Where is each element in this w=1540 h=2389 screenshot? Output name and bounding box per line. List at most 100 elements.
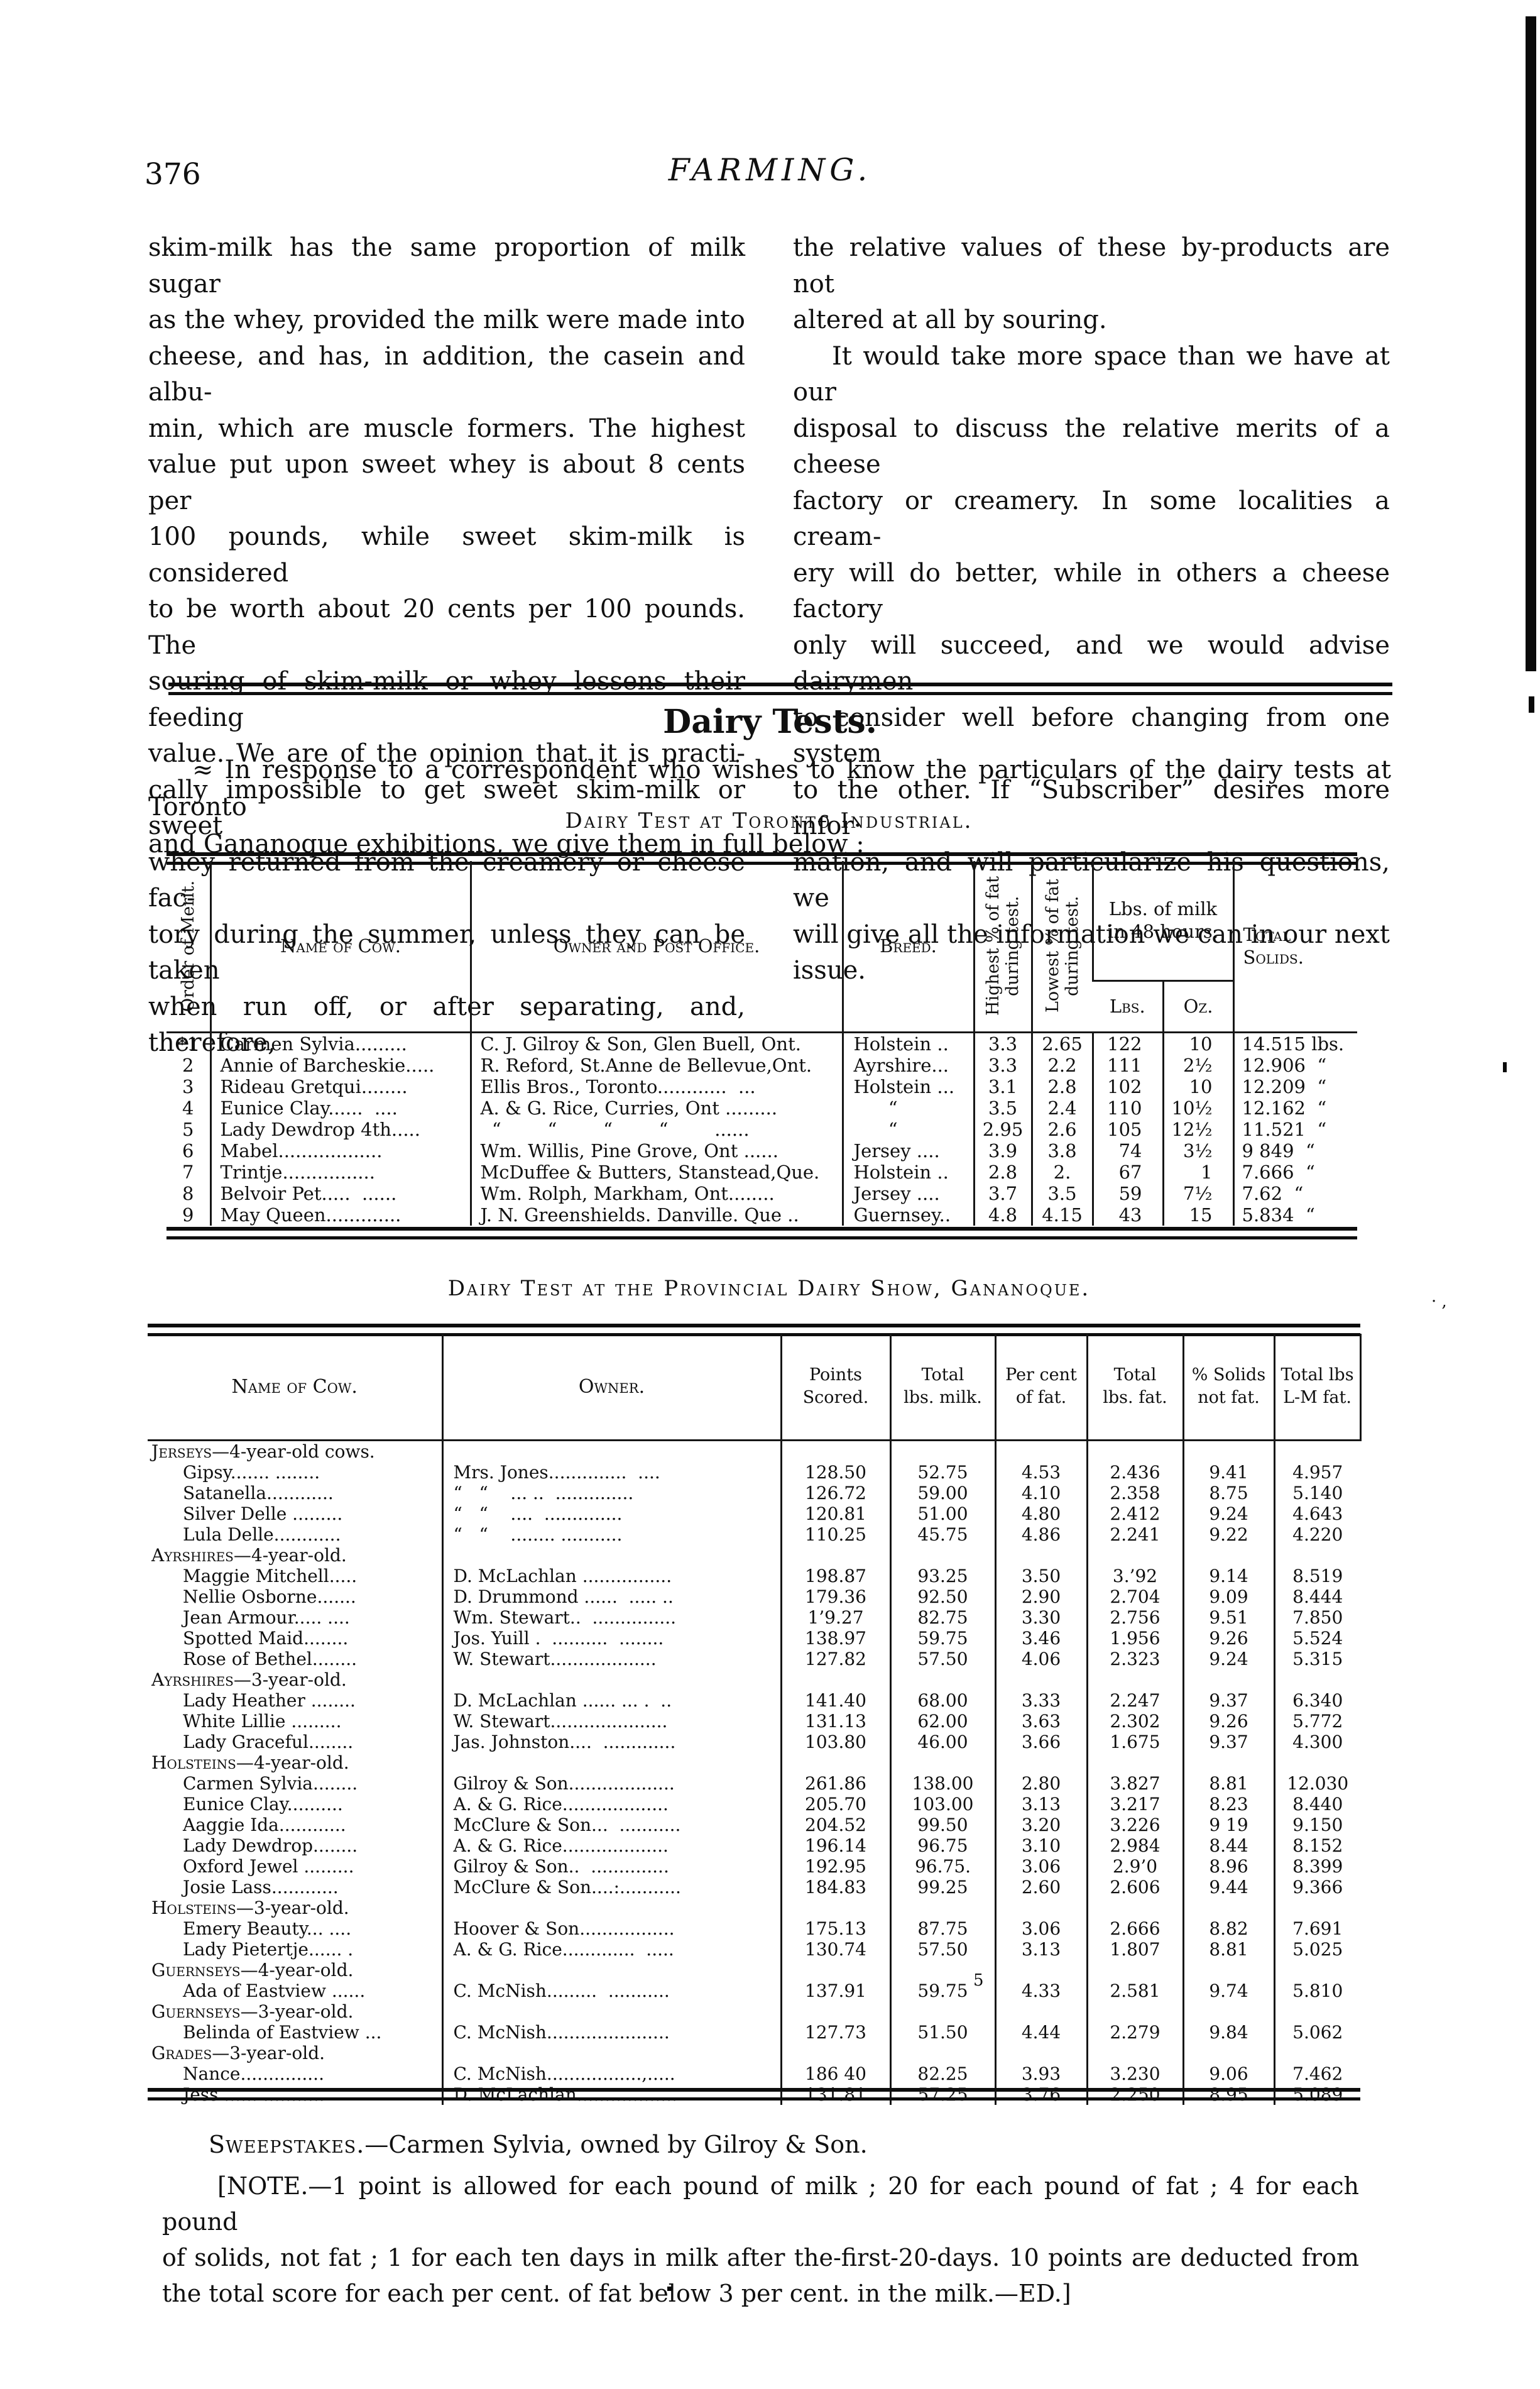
cell-breed: Ayrshire... xyxy=(841,1054,974,1076)
empty-cell xyxy=(1086,1440,1183,1462)
column-header-points-label: Points Scored. xyxy=(802,1365,869,1407)
empty-cell xyxy=(889,1545,995,1566)
empty-cell xyxy=(1273,1440,1360,1462)
text-line: ery will do better, while in others a ch… xyxy=(793,558,1390,624)
cell-lm: 5.315 xyxy=(1273,1649,1360,1669)
column-header-total-fat: Total lbs. fat. xyxy=(1086,1334,1183,1441)
table-row: 4 Eunice Clay...... .... A. & G. Rice, Cur… xyxy=(167,1097,1358,1119)
cell-name: Rose of Bethel........ xyxy=(183,1649,358,1669)
cell-owner: Jas. Johnston.... ............. xyxy=(441,1732,781,1752)
empty-cell xyxy=(1273,1960,1360,1980)
cell-owner: D. McLachlan ................ xyxy=(441,1566,781,1586)
cell-lm: 8.440 xyxy=(1273,1794,1360,1815)
empty-cell xyxy=(1182,1669,1274,1690)
toronto-dairy-test-table: Order of Merit. Name of Cow. Owner and P… xyxy=(167,861,1358,1226)
cell-lm: 9.366 xyxy=(1273,1877,1360,1897)
empty-cell xyxy=(780,2043,890,2063)
table-row: Lady Heather ........ D. McLachlan ......… xyxy=(148,1690,1360,1711)
group-breed: Grades xyxy=(151,2043,212,2063)
group-label: Guernseys—4-year-old. xyxy=(148,1960,442,1980)
cell-fat-lbs: 3.217 xyxy=(1086,1794,1183,1815)
cell-lm: 7.850 xyxy=(1273,1607,1360,1628)
cell-points: 192.95 xyxy=(780,1856,890,1877)
column-header-milk-48-label: Lbs. of milk in 48 hours. xyxy=(1107,898,1219,943)
page-number: 376 xyxy=(145,157,201,192)
cell-owner: A. & G. Rice............. ..... xyxy=(441,1939,781,1960)
empty-cell xyxy=(889,1440,995,1462)
empty-cell xyxy=(441,1669,781,1690)
cell-fat-lbs: 2.250 xyxy=(1086,2084,1183,2105)
text-line: factory or creamery. In some localities … xyxy=(793,486,1390,552)
cell-lbs: 67 xyxy=(1091,1161,1163,1183)
cell-fat-pct: 3.13 xyxy=(994,1794,1087,1815)
cell-fat-lbs: 2.241 xyxy=(1086,1524,1183,1545)
cell-oz: 15 xyxy=(1162,1204,1234,1226)
empty-cell xyxy=(1273,2043,1360,2063)
cell-total: 7.666 “ xyxy=(1232,1161,1358,1183)
text-line: cheese, and has, in addition, the casein… xyxy=(148,341,745,407)
cell-lbs: 111 xyxy=(1091,1054,1163,1076)
cell-fat-pct: 3.76 xyxy=(994,2084,1087,2105)
cell-fat-pct: 3.63 xyxy=(994,1711,1087,1732)
text-line: 100 pounds, while sweet skim-milk is con… xyxy=(148,522,745,588)
cell-oz: 10 xyxy=(1162,1075,1234,1097)
cell-solids: 9.51 xyxy=(1182,1607,1274,1628)
cell-milk: 51.00 xyxy=(889,1503,995,1524)
cell-fat-pct: 2.80 xyxy=(994,1773,1087,1794)
table-row: Lady Pietertje...... . A. & G. Rice......… xyxy=(148,1939,1360,1960)
cell-fat-lbs: 2.9’0 xyxy=(1086,1856,1183,1877)
cell-solids: 9.26 xyxy=(1182,1711,1274,1732)
cell-solids: 9.74 xyxy=(1182,1980,1274,2001)
cell-lm: 5.089 xyxy=(1273,2084,1360,2105)
cell-lm: 12.030 xyxy=(1273,1773,1360,1794)
cell-milk: 87.75 xyxy=(889,1918,995,1939)
column-header-lowest-fat-label: Lowest % of fat during test. xyxy=(1042,879,1082,1013)
cell-points: 103.80 xyxy=(780,1732,890,1752)
cell-solids: 8.95 xyxy=(1182,2084,1274,2105)
table-row: Maggie Mitchell..... D. McLachlan .......… xyxy=(148,1566,1360,1586)
cell-name: Belvoir Pet..... ...... xyxy=(209,1182,471,1204)
cell-name: Eunice Clay...... .... xyxy=(209,1097,471,1119)
cell-solids: 9.84 xyxy=(1182,2022,1274,2043)
cell-total: 14.515 lbs. xyxy=(1232,1032,1358,1055)
cell-lm: 7.691 xyxy=(1273,1918,1360,1939)
cell-milk: 99.25 xyxy=(889,1877,995,1897)
cell-owner: Wm. Willis, Pine Grove, Ont ...... xyxy=(469,1140,843,1162)
cell-fat-pct: 4.80 xyxy=(994,1503,1087,1524)
cell-lm: 5.810 xyxy=(1273,1980,1360,2001)
cell-high: 2.95 xyxy=(973,1118,1032,1140)
empty-cell xyxy=(994,1440,1087,1462)
scan-artifact: 5 xyxy=(973,1971,984,1990)
group-header-row: Grades—3-year-old. xyxy=(148,2043,1360,2063)
text-line: to be worth about 20 cents per 100 pound… xyxy=(148,595,745,660)
column-header-solids-not-fat: % Solids not fat. xyxy=(1182,1334,1274,1441)
group-age: —3-year-old. xyxy=(233,1669,347,1690)
cell-owner: D. Drummond ...... ..... .. xyxy=(441,1586,781,1607)
cell-name: Ada of Eastview ...... xyxy=(183,1980,366,2001)
empty-cell xyxy=(1086,2001,1183,2022)
cell-milk: 92.50 xyxy=(889,1586,995,1607)
empty-cell xyxy=(1086,2043,1183,2063)
cell-owner: D. McLachlan ...... ... . .. xyxy=(441,1690,781,1711)
cell-oz: 12½ xyxy=(1162,1118,1234,1140)
cell-fat-pct: 2.60 xyxy=(994,1877,1087,1897)
table-row: Lula Delle............ “ “ ........ .....… xyxy=(148,1524,1360,1545)
cell-name: Belinda of Eastview ... xyxy=(183,2022,382,2043)
cell-low: 4.15 xyxy=(1030,1204,1093,1226)
scan-artifact xyxy=(1526,16,1536,671)
cell-order: 2 xyxy=(182,1054,194,1076)
table-row: 7 Trintje................ McDuffee & Butte… xyxy=(167,1161,1358,1183)
text-line: skim-milk has the same proportion of mil… xyxy=(148,233,745,299)
scan-artifact xyxy=(667,2287,672,2291)
cell-points: 127.73 xyxy=(780,2022,890,2043)
cell-total: 11.521 “ xyxy=(1232,1118,1358,1140)
group-breed: Guernseys xyxy=(151,1960,241,1980)
cell-total: 12.209 “ xyxy=(1232,1075,1358,1097)
cell-lm: 5.025 xyxy=(1273,1939,1360,1960)
group-header-row: Ayrshires—3-year-old. xyxy=(148,1669,1360,1690)
cell-name: Nance............... xyxy=(183,2063,324,2084)
column-header-milk-label: Total lbs. milk. xyxy=(904,1365,982,1407)
cell-milk: 68.00 xyxy=(889,1690,995,1711)
cell-breed: Holstein .. xyxy=(841,1032,974,1055)
cell-total: 5.834 “ xyxy=(1232,1204,1358,1226)
